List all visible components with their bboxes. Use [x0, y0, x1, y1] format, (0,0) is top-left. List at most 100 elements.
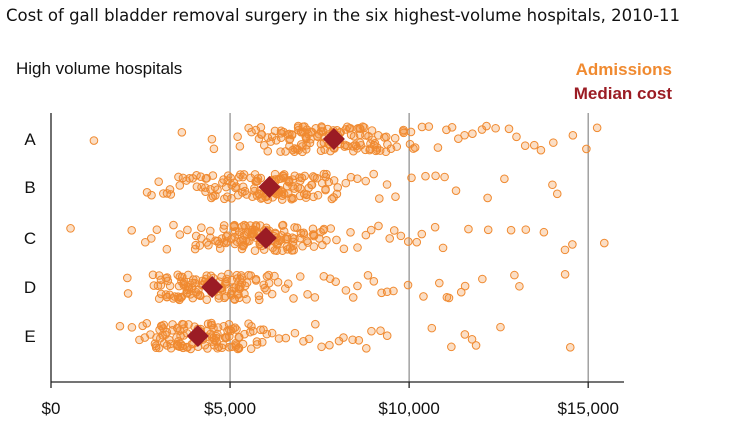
admission-point [229, 283, 239, 293]
admission-point [148, 270, 158, 280]
admission-point [375, 194, 384, 203]
admission-point [369, 277, 379, 286]
admission-point [451, 186, 461, 195]
admission-point [221, 278, 230, 287]
admission-point [169, 220, 178, 230]
admission-point [374, 221, 383, 231]
admission-point [256, 325, 265, 335]
admission-point [353, 243, 362, 252]
admission-point [207, 134, 217, 144]
admission-point [162, 341, 172, 350]
admission-point [142, 187, 152, 197]
admission-point [520, 141, 530, 150]
admission-point [362, 343, 371, 353]
median-diamond [258, 176, 281, 198]
admission-point [539, 227, 549, 237]
admission-point [510, 270, 519, 280]
admission-point [560, 269, 570, 279]
admission-point [506, 225, 516, 235]
admission-point [313, 190, 323, 200]
admission-point [333, 183, 343, 192]
x-tick-label: $10,000 [378, 399, 439, 418]
admission-point [209, 340, 219, 350]
admission-point [250, 246, 260, 255]
admission-point [321, 184, 330, 194]
admission-point [346, 172, 356, 182]
admission-point [259, 140, 269, 150]
x-tick-label: $5,000 [204, 399, 256, 418]
admission-point [341, 178, 351, 188]
admission-point [285, 134, 295, 144]
admission-point [398, 127, 408, 136]
admission-point [372, 145, 382, 155]
admission-point [293, 183, 303, 192]
admission-point [345, 124, 354, 133]
admission-point [211, 236, 220, 246]
admission-point [303, 290, 312, 299]
category-label: E [24, 327, 35, 346]
admission-point [281, 333, 291, 343]
admission-point [210, 182, 220, 192]
admission-point [447, 342, 456, 352]
admission-point [257, 193, 267, 202]
admission-point [361, 230, 371, 240]
category-label: B [24, 178, 35, 197]
legend-admissions: Admissions [575, 60, 672, 79]
legend-median-cost: Median cost [573, 84, 672, 103]
admission-point [225, 325, 234, 335]
admission-point [389, 226, 399, 235]
admission-point [165, 281, 175, 291]
admission-point [267, 132, 277, 142]
admission-point [183, 225, 192, 235]
admission-point [154, 177, 164, 186]
admission-point [237, 278, 247, 288]
admission-point [433, 143, 443, 152]
admission-point [288, 233, 297, 242]
admission-point [504, 124, 514, 134]
admission-point [468, 129, 477, 138]
admission-point [331, 277, 341, 286]
admission-point [191, 231, 201, 241]
admission-point [353, 124, 363, 133]
admission-point [247, 225, 257, 235]
admission-point [392, 142, 402, 151]
admission-point [311, 319, 320, 329]
admission-point [200, 183, 210, 192]
admission-point [410, 143, 420, 152]
admission-point [178, 343, 188, 353]
admission-point [247, 127, 256, 137]
admission-point [419, 292, 428, 301]
admission-point [353, 174, 362, 183]
admission-point [317, 122, 326, 131]
admission-point [200, 340, 210, 350]
admission-point [247, 321, 256, 331]
admission-point [238, 339, 248, 349]
admission-point [385, 234, 395, 243]
admission-point [138, 321, 147, 331]
admission-point [396, 231, 406, 241]
admission-point [460, 281, 470, 291]
admission-point [365, 144, 375, 154]
admission-point [221, 292, 230, 301]
admission-point [355, 130, 365, 140]
admission-point [403, 280, 413, 290]
admission-point [239, 170, 249, 179]
admission-point [339, 333, 348, 342]
admission-point [151, 341, 161, 351]
admission-point [435, 278, 444, 288]
admission-point [307, 180, 316, 190]
admission-point [191, 240, 200, 250]
admission-point [285, 243, 295, 252]
admission-point [353, 281, 362, 291]
admission-point [127, 323, 137, 332]
admission-point [267, 328, 277, 338]
admission-point [161, 330, 170, 340]
admission-point [165, 290, 175, 300]
admission-point [512, 132, 521, 142]
admission-point [341, 286, 351, 295]
admission-point [381, 132, 391, 142]
admission-point [252, 191, 262, 200]
admission-point [366, 225, 376, 235]
admission-point [234, 290, 243, 299]
category-label: D [24, 278, 36, 297]
